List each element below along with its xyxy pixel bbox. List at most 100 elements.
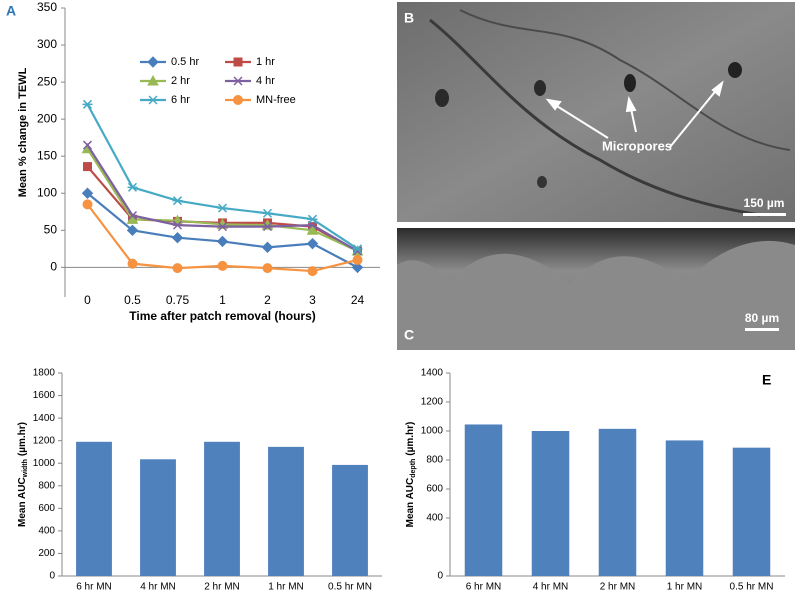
scale-bar-label: 80 µm [745, 311, 779, 325]
x-tick-label: 0.5 hr MN [328, 582, 372, 593]
x-tick-label: 2 hr MN [204, 582, 240, 593]
x-tick-label: 0 [84, 293, 91, 307]
annotation: Micropores [602, 138, 672, 153]
y-tick-label: 350 [37, 0, 57, 14]
y-tick-label: 150 [37, 148, 57, 162]
marker [352, 254, 363, 265]
marker [262, 208, 273, 218]
bar [332, 464, 368, 576]
y-tick-label: 400 [38, 526, 55, 537]
bar [268, 446, 304, 576]
marker [217, 260, 228, 271]
x-tick-label: 2 hr MN [600, 582, 636, 593]
y-tick-label: 300 [37, 37, 57, 51]
y-axis-label-unit: (µm.hr) [405, 422, 416, 456]
marker [81, 187, 94, 199]
x-tick-label: 1 hr MN [667, 582, 703, 593]
y-tick-label: 1000 [421, 426, 444, 437]
marker [82, 140, 93, 150]
bar [531, 431, 570, 576]
bar [204, 441, 240, 576]
panel-label: E [762, 372, 771, 388]
y-tick-label: 1400 [421, 368, 444, 379]
marker [171, 232, 184, 244]
marker [233, 57, 243, 67]
marker [307, 266, 318, 277]
y-tick-label: 200 [37, 111, 57, 125]
y-axis-label-unit: (µm.hr) [17, 422, 28, 456]
x-tick-label: 0.5 hr MN [730, 582, 774, 593]
y-tick-label: 800 [38, 480, 55, 491]
y-tick-label: 1000 [33, 458, 56, 469]
marker [217, 222, 228, 232]
marker [262, 263, 273, 274]
y-axis-label-main: Mean AUC [405, 478, 416, 528]
marker [307, 214, 318, 224]
marker [233, 76, 243, 86]
scale-bar-label: 150 µm [744, 196, 785, 210]
marker [83, 162, 92, 172]
x-tick-label: 24 [351, 293, 365, 307]
legend-label: 0.5 hr [171, 56, 199, 68]
legend-label: 4 hr [256, 75, 275, 87]
bar [665, 440, 704, 576]
marker [147, 56, 159, 68]
marker [262, 222, 273, 232]
marker [352, 244, 363, 254]
marker [233, 95, 243, 105]
marker [217, 203, 228, 213]
legend-label: 1 hr [256, 56, 275, 68]
y-tick-label: 0 [49, 571, 55, 582]
marker [127, 258, 138, 269]
y-tick-label: 400 [426, 513, 443, 524]
marker [306, 237, 319, 250]
bar [732, 447, 771, 576]
legend-label: MN-free [256, 94, 296, 106]
legend-label: 6 hr [171, 94, 190, 106]
micrograph-c [397, 228, 795, 350]
micrograph-b [397, 2, 795, 222]
marker [172, 263, 183, 274]
y-tick-label: 1600 [33, 390, 56, 401]
marker [351, 261, 364, 274]
x-tick-label: 2 [264, 293, 271, 307]
y-tick-label: 200 [38, 548, 55, 559]
x-tick-label: 4 hr MN [533, 582, 569, 593]
y-tick-label: 50 [44, 222, 58, 236]
y-tick-label: 1200 [421, 397, 444, 408]
marker [172, 196, 183, 206]
panel-label: C [404, 327, 414, 343]
x-tick-label: 0.75 [166, 293, 190, 307]
y-tick-label: 0 [437, 571, 443, 582]
bar [140, 459, 176, 576]
x-tick-label: 1 hr MN [268, 582, 304, 593]
y-axis-label: Mean AUCwidth (µm.hr) [17, 422, 29, 527]
marker [306, 224, 319, 235]
series-line [86, 144, 359, 253]
y-axis-label-sub: width [22, 459, 29, 478]
y-axis-label: Mean AUCdepth (µm.hr) [405, 422, 417, 528]
bar [598, 428, 637, 576]
y-tick-label: 600 [38, 503, 55, 514]
x-tick-label: 0.5 [124, 293, 141, 307]
x-tick-label: 3 [309, 293, 316, 307]
bar [76, 441, 112, 576]
marker [127, 182, 138, 192]
y-tick-label: 1400 [33, 413, 56, 424]
marker [261, 241, 274, 254]
y-tick-label: 100 [37, 185, 57, 199]
y-axis-label-main: Mean AUC [17, 477, 28, 527]
x-tick-label: 6 hr MN [466, 582, 502, 593]
marker [172, 220, 183, 230]
y-tick-label: 250 [37, 74, 57, 88]
y-tick-label: 1200 [33, 435, 56, 446]
x-tick-label: 6 hr MN [76, 582, 112, 593]
y-tick-label: 800 [426, 455, 443, 466]
bar [464, 424, 503, 576]
y-tick-label: 600 [426, 484, 443, 495]
y-tick-label: 0 [50, 260, 57, 274]
marker [148, 95, 158, 105]
x-axis-label: Time after patch removal (hours) [129, 309, 316, 323]
x-tick-label: 1 [219, 293, 226, 307]
